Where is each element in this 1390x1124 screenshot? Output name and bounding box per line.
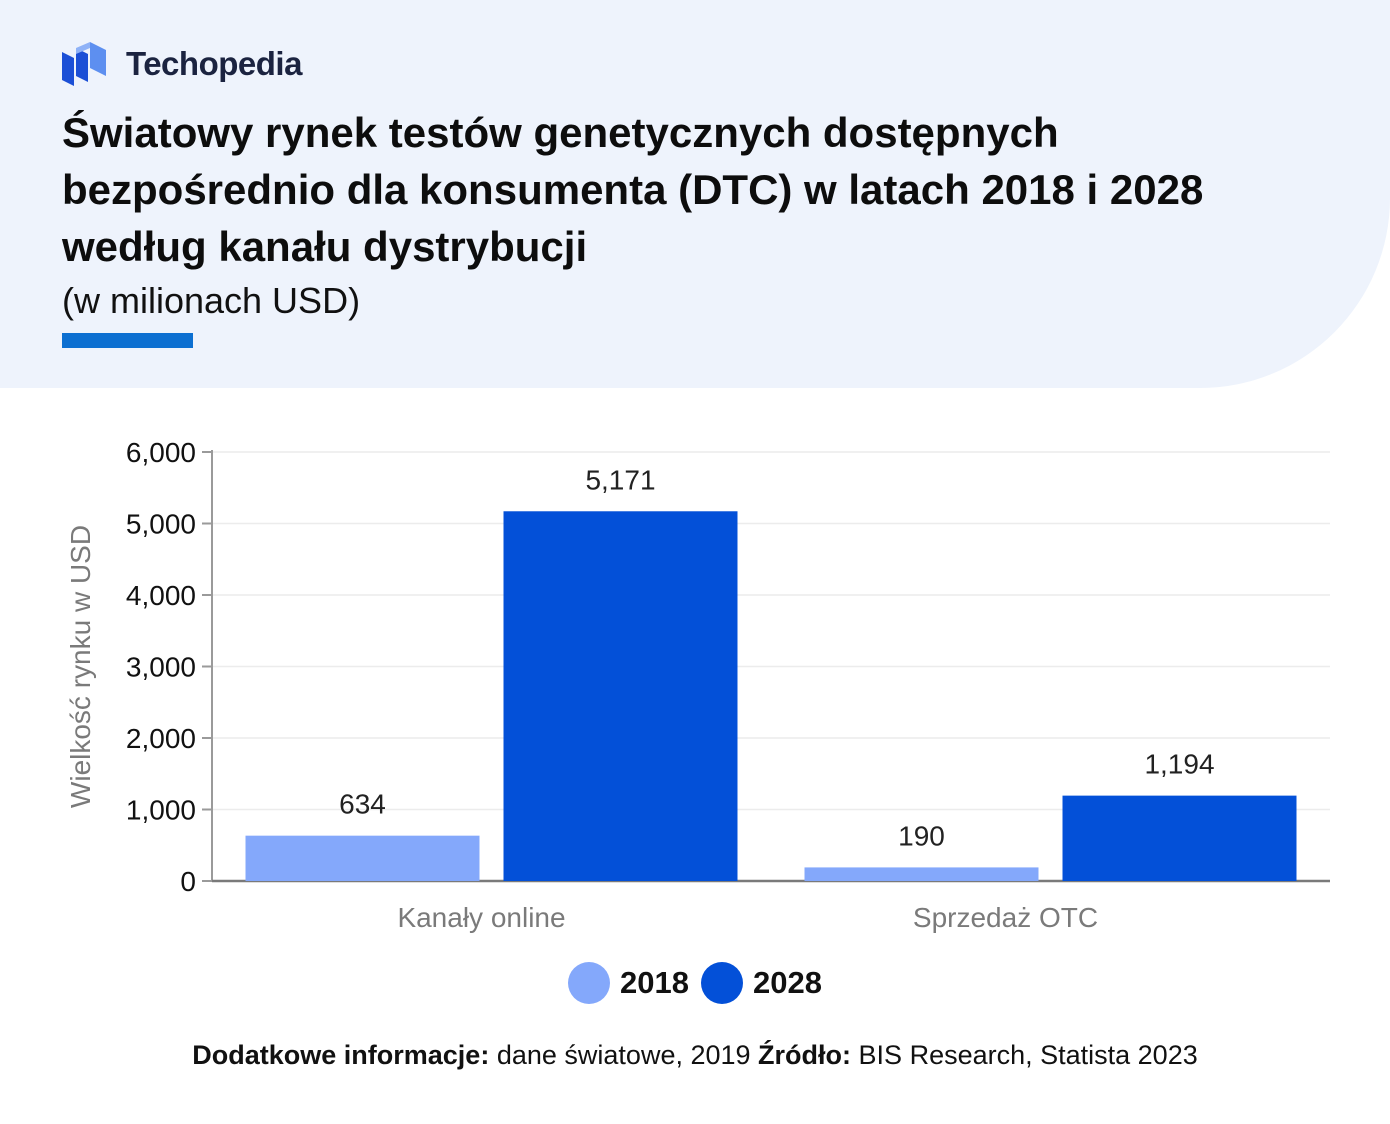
chart-subtitle: (w milionach USD) — [62, 280, 361, 321]
legend-item-2028: 2028 — [701, 962, 822, 1004]
legend-label-2028: 2028 — [753, 965, 822, 1000]
legend-swatch-2018 — [568, 962, 611, 1004]
brand-name: Techopedia — [126, 45, 302, 82]
legend-item-2018: 2018 — [568, 962, 689, 1004]
legend-label-2018: 2018 — [620, 965, 689, 1000]
legend-swatch-2028 — [701, 962, 743, 1004]
y-tick-label: 4,000 — [126, 580, 196, 611]
bar-2028-otc — [1062, 795, 1297, 881]
y-tick-label: 5,000 — [126, 509, 196, 540]
accent-bar — [62, 333, 193, 348]
bar-chart: 0 1,000 2,000 3,000 4,000 5,000 6,000 Wielkość … — [65, 437, 1330, 933]
source-label: Źródło: — [758, 1040, 852, 1070]
info-label: Dodatkowe informacje: — [192, 1040, 490, 1070]
y-tick-label: 1,000 — [126, 795, 196, 826]
y-tick-label: 2,000 — [126, 723, 196, 754]
x-tick-label: Kanały online — [397, 902, 565, 933]
header-background — [0, 0, 1390, 388]
source-value: BIS Research, Statista 2023 — [858, 1040, 1198, 1070]
y-tick-label: 0 — [180, 866, 196, 897]
chart-title: Światowy rynek testów genetycznych dostę… — [62, 109, 1204, 270]
techopedia-logo-icon — [62, 42, 106, 86]
bar-2028-online — [503, 511, 738, 881]
bar-2018-otc — [804, 867, 1039, 881]
data-label: 1,194 — [1144, 749, 1214, 780]
bar-2018-online — [245, 835, 480, 881]
y-tick-label: 3,000 — [126, 652, 196, 683]
footer-note: Dodatkowe informacje: dane światowe, 201… — [0, 1040, 1390, 1071]
legend: 2018 2028 — [0, 962, 1390, 1004]
data-label: 5,171 — [585, 464, 655, 495]
y-axis-label: Wielkość rynku w USD — [65, 525, 96, 808]
y-tick-label: 6,000 — [126, 437, 196, 468]
data-label: 634 — [339, 789, 386, 820]
data-label: 190 — [898, 820, 945, 851]
info-value: dane światowe, 2019 — [496, 1040, 751, 1070]
x-tick-label: Sprzedaż OTC — [913, 902, 1098, 933]
brand-logo: Techopedia — [62, 40, 302, 88]
